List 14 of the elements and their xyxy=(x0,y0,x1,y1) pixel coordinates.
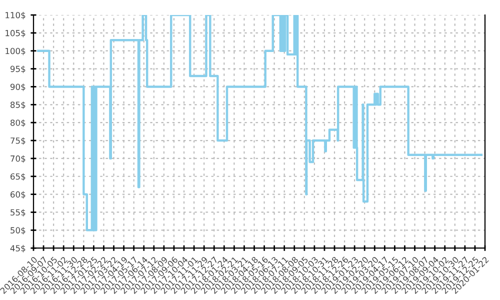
y-tick-label: 110$ xyxy=(6,12,26,20)
y-tick-label: 60$ xyxy=(10,191,26,199)
y-tick-label: 55$ xyxy=(10,209,26,217)
y-tick-label: 70$ xyxy=(10,155,26,163)
y-tick-label: 50$ xyxy=(10,227,26,235)
y-tick-label: 45$ xyxy=(10,244,26,252)
y-tick-label: 65$ xyxy=(10,173,26,181)
y-tick-label: 105$ xyxy=(6,30,26,38)
y-tick-label: 80$ xyxy=(10,119,26,127)
y-tick-label: 100$ xyxy=(6,48,26,56)
y-tick-label: 75$ xyxy=(10,137,26,145)
y-tick-label: 85$ xyxy=(10,101,26,110)
y-tick-label: 90$ xyxy=(10,84,26,92)
y-tick-label: 95$ xyxy=(10,66,26,74)
